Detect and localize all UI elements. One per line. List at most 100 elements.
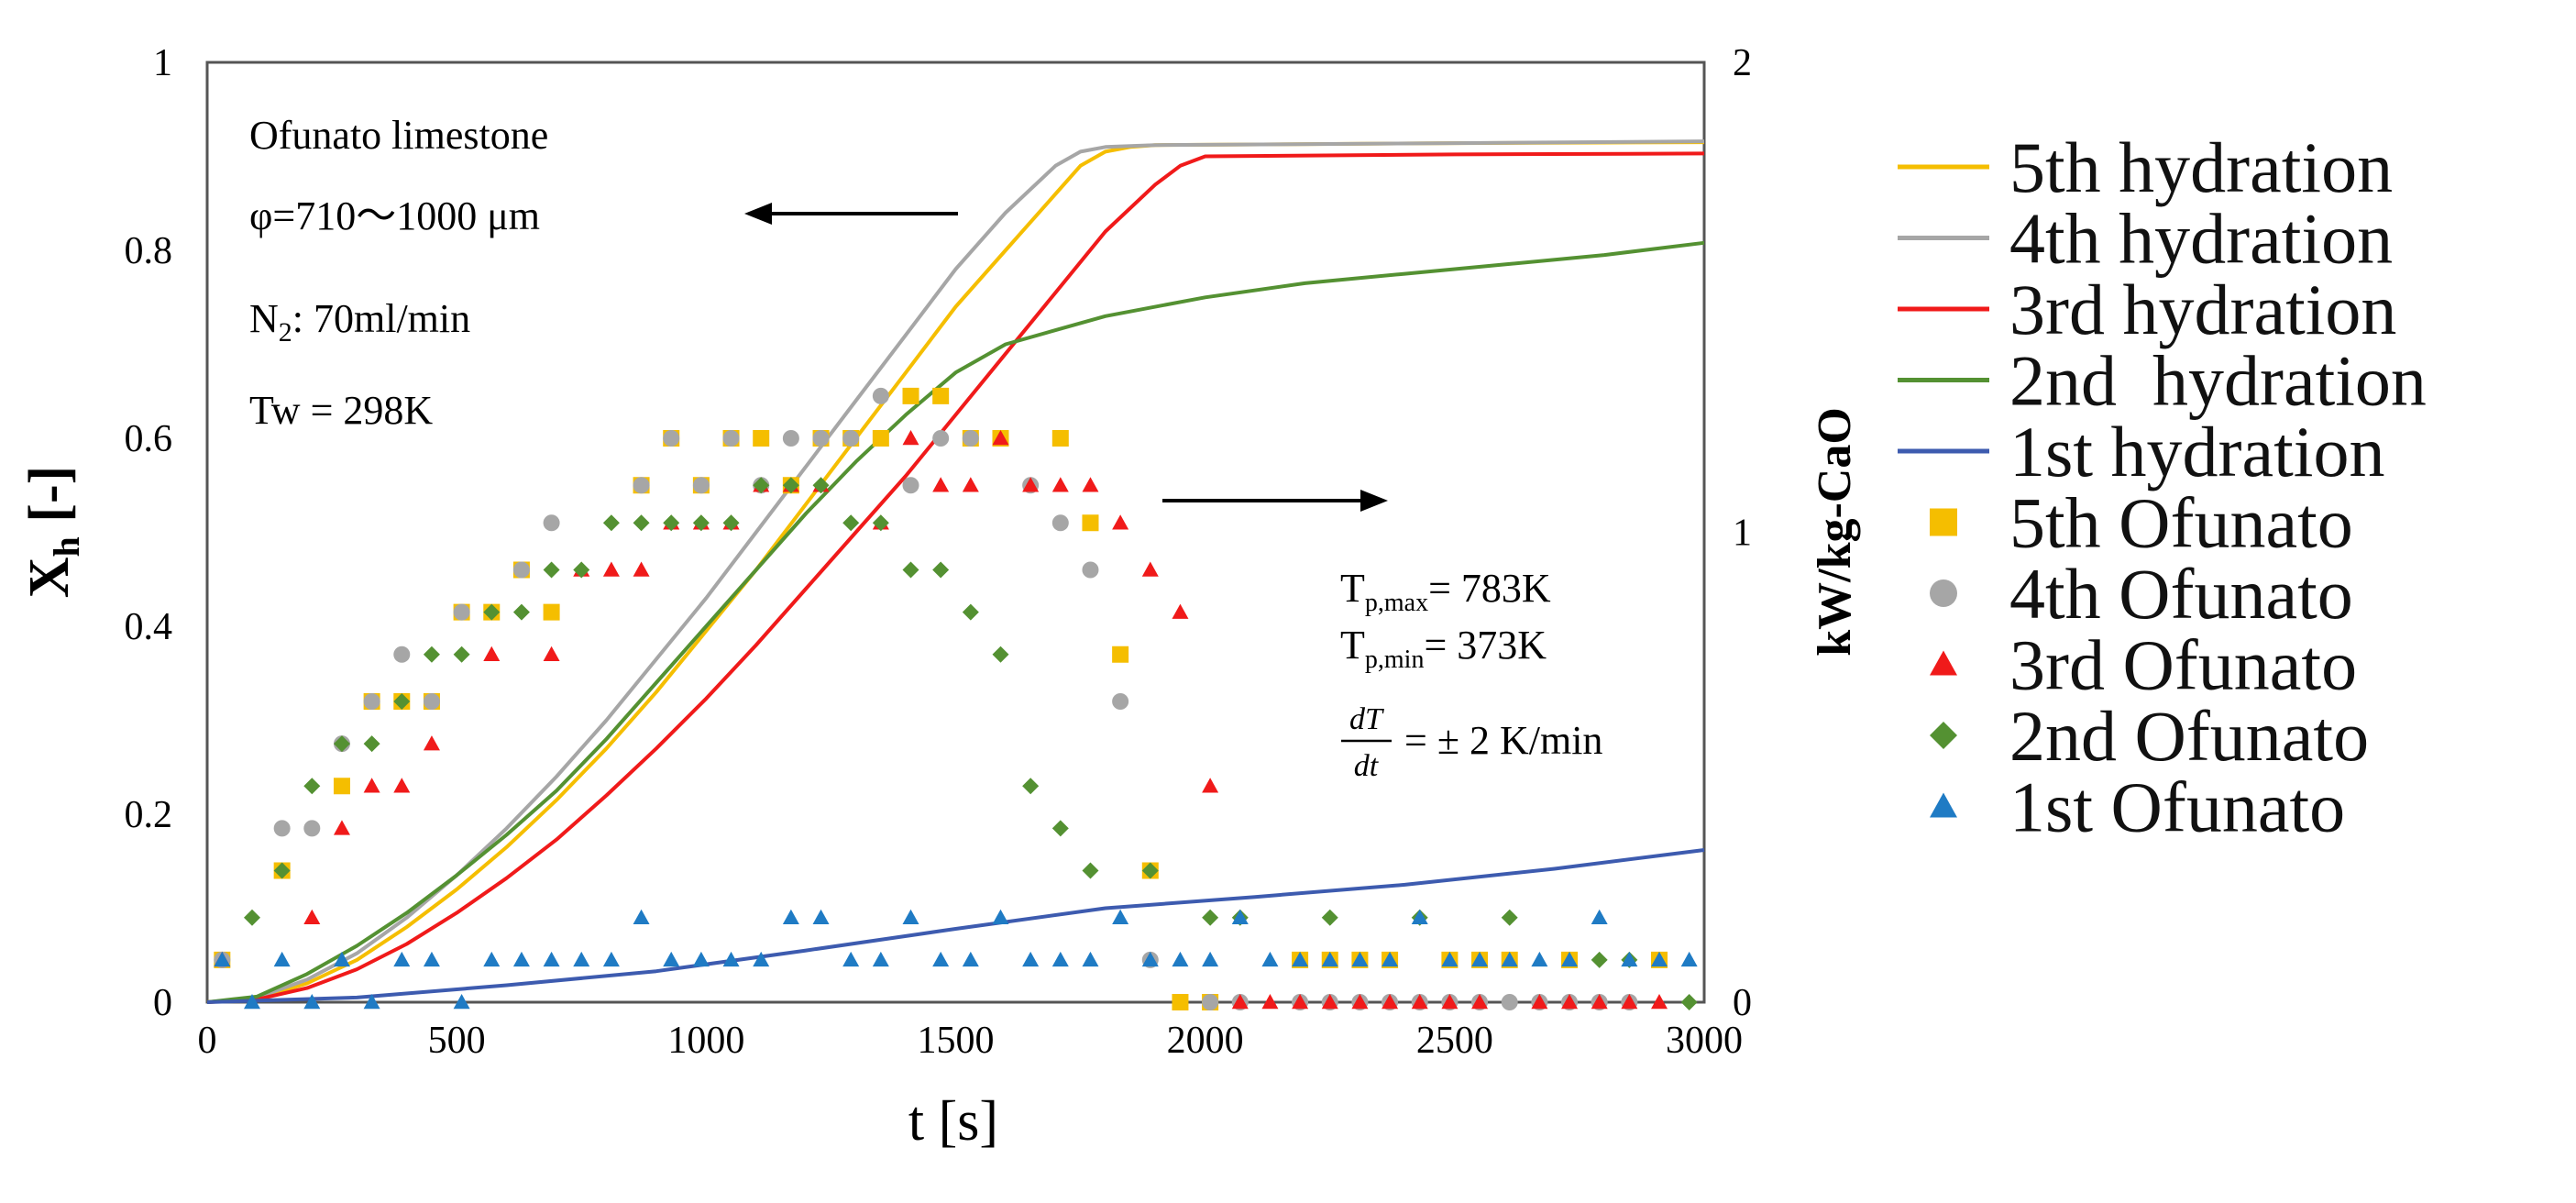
marker-1st-ofunato bbox=[753, 951, 770, 967]
left-y-axis-ticks: 0 0.2 0.4 0.6 0.8 1 bbox=[125, 42, 173, 1024]
marker-1st-ofunato bbox=[1292, 951, 1309, 967]
legend-1st-ofunato-swatch bbox=[1930, 792, 1957, 818]
marker-4th-ofunato bbox=[393, 646, 411, 663]
marker-3rd-ofunato bbox=[1141, 561, 1159, 577]
marker-3rd-ofunato bbox=[1202, 778, 1219, 793]
marker-1st-ofunato bbox=[1531, 951, 1548, 967]
left-y-axis-title: Xh [-] bbox=[18, 466, 87, 598]
left-y-tick-label: 0.2 bbox=[125, 794, 173, 836]
marker-3rd-ofunato bbox=[303, 909, 321, 924]
annotation-tpmin-rest: = 373K bbox=[1424, 623, 1547, 668]
legend-3rd-ofunato-label: 3rd Ofunato bbox=[2009, 625, 2357, 705]
legend-3rd-hydration-label: 3rd hydration bbox=[2009, 270, 2396, 349]
marker-5th-ofunato bbox=[872, 430, 889, 447]
marker-1st-ofunato bbox=[932, 951, 950, 967]
marker-1st-ofunato bbox=[273, 951, 291, 967]
marker-1st-ofunato bbox=[243, 994, 260, 1010]
marker-3rd-ofunato bbox=[1351, 994, 1369, 1010]
marker-3rd-ofunato bbox=[633, 561, 650, 577]
right-y-axis-title: kW/kg-CaO bbox=[1809, 407, 1861, 657]
marker-1st-ofunato bbox=[633, 909, 650, 924]
legend-1st-hydration-label: 1st hydration bbox=[2009, 412, 2384, 491]
marker-4th-ofunato bbox=[782, 430, 799, 447]
marker-1st-ofunato bbox=[1501, 951, 1518, 967]
marker-1st-ofunato bbox=[423, 951, 440, 967]
hydration-lines bbox=[206, 139, 1705, 1004]
marker-2nd-ofunato bbox=[273, 862, 291, 879]
line-4th-hydration bbox=[206, 139, 1705, 1004]
marker-3rd-ofunato bbox=[602, 561, 620, 577]
marker-5th-ofunato bbox=[333, 778, 350, 795]
marker-2nd-ofunato bbox=[333, 735, 350, 753]
marker-1st-ofunato bbox=[1382, 951, 1399, 967]
left-y-tick-label: 1 bbox=[153, 42, 172, 84]
annotation-heating-rate: dT dt = ± 2 K/min bbox=[1341, 702, 1602, 783]
marker-2nd-ofunato bbox=[423, 646, 440, 663]
legend-2nd-ofunato-swatch bbox=[1930, 722, 1957, 749]
legend-4th-ofunato-label: 4th Ofunato bbox=[2009, 554, 2353, 634]
annotation-gas-main: N bbox=[249, 296, 279, 341]
x-tick-label: 1500 bbox=[918, 1020, 995, 1062]
marker-4th-ofunato bbox=[273, 820, 291, 837]
marker-4th-ofunato bbox=[543, 514, 560, 532]
annotation-gas-rest: : 70ml/min bbox=[292, 296, 470, 341]
legend-5th-hydration-label: 5th hydration bbox=[2009, 127, 2393, 207]
marker-2nd-ofunato bbox=[543, 561, 560, 579]
marker-3rd-ofunato bbox=[1651, 994, 1668, 1010]
marker-5th-ofunato bbox=[1082, 514, 1099, 532]
marker-1st-ofunato bbox=[1141, 951, 1159, 967]
marker-5th-ofunato bbox=[1172, 994, 1189, 1010]
marker-2nd-ofunato bbox=[932, 561, 950, 579]
annotation-tpmax-sub: p,max bbox=[1365, 589, 1428, 617]
marker-4th-ofunato bbox=[1202, 994, 1219, 1010]
marker-4th-ofunato bbox=[1051, 514, 1069, 532]
marker-2nd-ofunato bbox=[243, 909, 260, 926]
marker-3rd-ofunato bbox=[1621, 994, 1638, 1010]
x-tick-label: 2000 bbox=[1167, 1020, 1244, 1062]
marker-3rd-ofunato bbox=[1022, 477, 1040, 492]
marker-2nd-ofunato bbox=[902, 561, 919, 579]
x-tick-label: 2500 bbox=[1416, 1020, 1493, 1062]
annotation-gas-flow: N2: 70ml/min bbox=[249, 296, 470, 348]
marker-3rd-ofunato bbox=[1591, 994, 1608, 1010]
marker-1st-ofunato bbox=[1441, 951, 1459, 967]
annotation-material: Ofunato limestone bbox=[249, 113, 548, 158]
annotation-rate-denominator: dt bbox=[1354, 749, 1380, 783]
marker-1st-ofunato bbox=[512, 951, 530, 967]
left-y-axis-title-sub: h bbox=[46, 536, 87, 557]
legend-1st-ofunato-label: 1st Ofunato bbox=[2009, 767, 2345, 847]
marker-4th-ofunato bbox=[842, 430, 860, 447]
marker-2nd-ofunato bbox=[872, 514, 889, 532]
marker-3rd-ofunato bbox=[1321, 994, 1338, 1010]
marker-2nd-ofunato bbox=[602, 514, 620, 532]
annotation-tpmin-sub: p,min bbox=[1365, 646, 1425, 674]
marker-5th-ofunato bbox=[753, 430, 770, 447]
marker-2nd-ofunato bbox=[663, 514, 680, 532]
marker-3rd-ofunato bbox=[902, 430, 919, 446]
right-y-tick-label: 1 bbox=[1733, 513, 1752, 555]
left-y-tick-label: 0.6 bbox=[125, 418, 173, 460]
marker-1st-ofunato bbox=[992, 909, 1009, 924]
marker-2nd-ofunato bbox=[782, 477, 799, 494]
marker-2nd-ofunato bbox=[1051, 820, 1069, 837]
marker-1st-ofunato bbox=[1112, 909, 1129, 924]
marker-1st-ofunato bbox=[453, 994, 470, 1010]
marker-3rd-ofunato bbox=[962, 477, 979, 492]
left-arrow bbox=[744, 203, 958, 225]
marker-2nd-ofunato bbox=[1082, 862, 1099, 879]
line-5th-hydration bbox=[206, 140, 1705, 1004]
marker-2nd-ofunato bbox=[1022, 778, 1040, 795]
marker-2nd-ofunato bbox=[992, 646, 1009, 663]
x-tick-label: 3000 bbox=[1666, 1020, 1743, 1062]
marker-3rd-ofunato bbox=[333, 820, 350, 835]
annotation-particle-size: φ=710〜1000 μm bbox=[249, 193, 540, 238]
marker-1st-ofunato bbox=[1680, 951, 1698, 967]
marker-3rd-ofunato bbox=[1471, 994, 1489, 1010]
marker-4th-ofunato bbox=[1082, 561, 1099, 579]
x-axis-ticks: 0 500 1000 1500 2000 2500 3000 bbox=[198, 1020, 1744, 1062]
marker-1st-ofunato bbox=[692, 951, 710, 967]
left-y-tick-label: 0.8 bbox=[125, 230, 173, 272]
marker-5th-ofunato bbox=[902, 387, 919, 404]
ofunato-markers bbox=[214, 387, 1698, 1010]
